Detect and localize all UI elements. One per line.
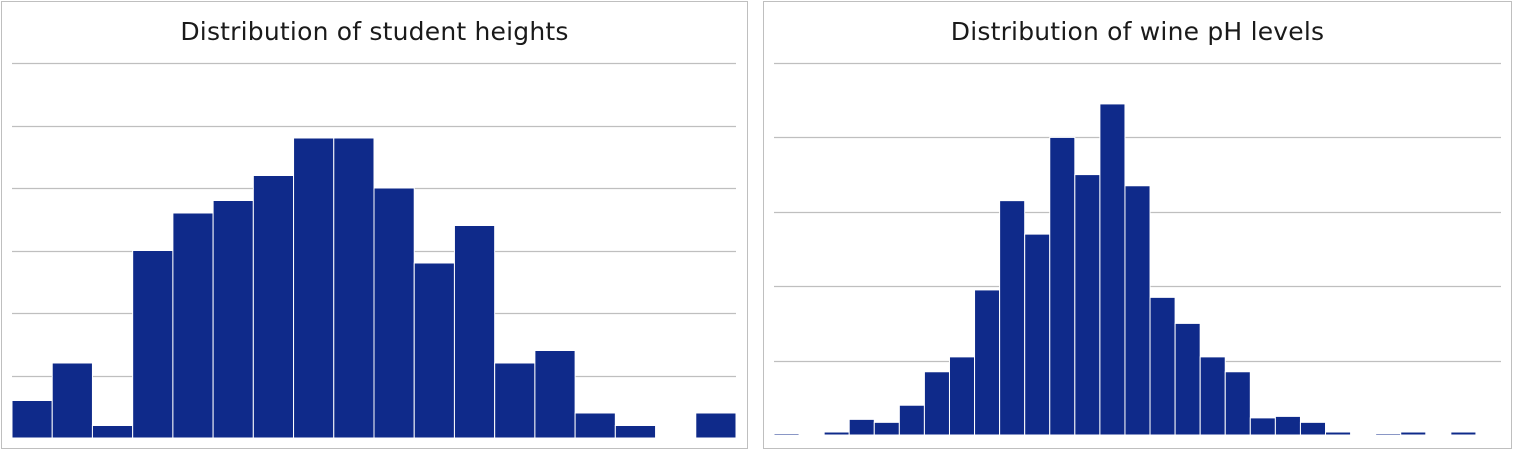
histogram-bar bbox=[1024, 233, 1051, 436]
histogram-bar bbox=[373, 187, 415, 439]
histogram-bar bbox=[1224, 371, 1251, 436]
histogram-bar bbox=[132, 250, 174, 439]
histogram-bar bbox=[333, 137, 375, 439]
histogram-bar bbox=[494, 362, 536, 439]
histogram-bar bbox=[1149, 296, 1176, 436]
histogram-bar bbox=[695, 412, 737, 439]
histogram-bar bbox=[873, 421, 900, 436]
histogram-bar bbox=[212, 200, 254, 439]
chart-title: Distribution of wine pH levels bbox=[950, 17, 1325, 46]
histogram-bar bbox=[1049, 136, 1076, 436]
chart-title: Distribution of student heights bbox=[180, 17, 569, 46]
histogram-bar bbox=[91, 425, 134, 439]
histogram-bar bbox=[1249, 417, 1276, 436]
histogram-bar bbox=[574, 412, 616, 439]
histogram-bar bbox=[1299, 421, 1327, 436]
histogram-bar bbox=[1400, 431, 1427, 436]
histogram-bar bbox=[1274, 415, 1301, 436]
histogram-wine-ph bbox=[773, 62, 1501, 436]
histogram-bar bbox=[453, 225, 496, 439]
histogram-bar bbox=[1074, 174, 1101, 436]
histogram-bar bbox=[1099, 103, 1126, 436]
histogram-bar bbox=[1199, 356, 1226, 436]
histogram-bar bbox=[923, 371, 950, 436]
histogram-bar bbox=[773, 433, 800, 436]
histogram-bar bbox=[11, 400, 53, 439]
histogram-bar bbox=[1375, 433, 1402, 436]
histogram-bar bbox=[51, 362, 93, 439]
chart-panel-student-heights: Distribution of student heights bbox=[1, 1, 748, 449]
chart-panel-wine-ph: Distribution of wine pH levels bbox=[763, 1, 1512, 449]
histogram-bar bbox=[252, 175, 295, 439]
histogram-bar bbox=[1450, 431, 1477, 436]
histogram-bar bbox=[823, 431, 850, 436]
histogram-bar bbox=[172, 212, 214, 439]
histogram-bar bbox=[614, 425, 657, 439]
histogram-bar bbox=[974, 289, 1001, 436]
histogram-bar bbox=[999, 200, 1026, 436]
histogram-student-heights bbox=[11, 62, 737, 439]
histogram-bar bbox=[534, 350, 576, 439]
histogram-bar bbox=[1325, 431, 1352, 436]
histogram-bar bbox=[1124, 185, 1151, 436]
histogram-bar bbox=[848, 418, 875, 436]
histogram-bar bbox=[293, 137, 335, 439]
histogram-bar bbox=[948, 356, 976, 436]
histogram-bar bbox=[1174, 322, 1201, 436]
histogram-bar bbox=[413, 262, 455, 439]
histogram-bar bbox=[898, 404, 925, 436]
